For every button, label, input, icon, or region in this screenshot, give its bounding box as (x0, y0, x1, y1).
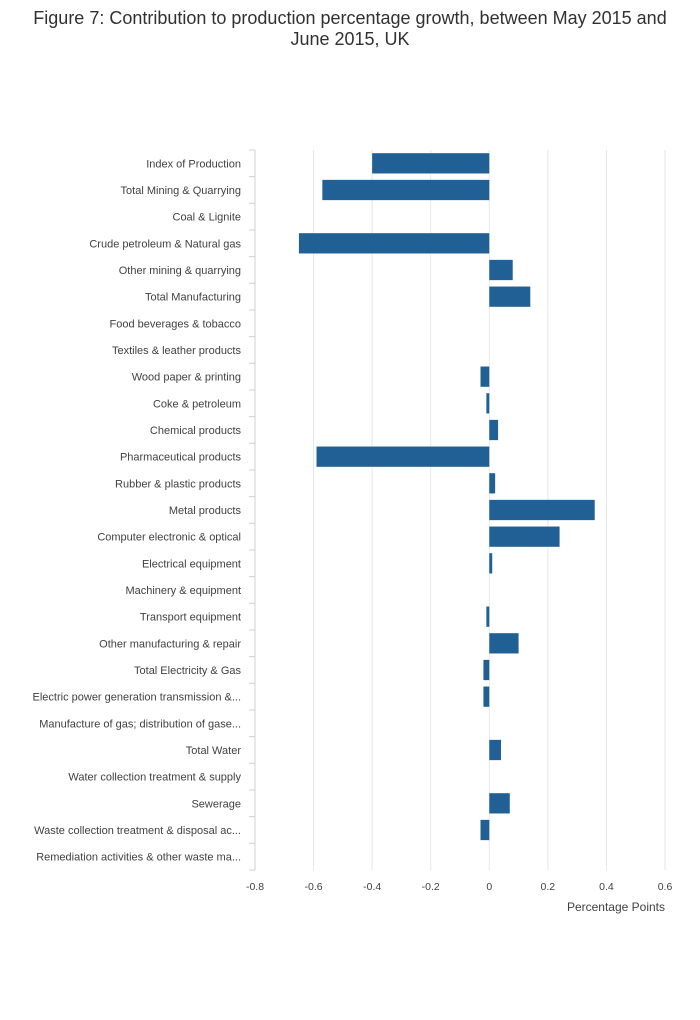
chart-title: Figure 7: Contribution to production per… (33, 8, 667, 49)
bar (489, 419, 499, 441)
category-label: Textiles & leather products (112, 345, 242, 357)
category-label: Other manufacturing & repair (99, 638, 241, 650)
category-label: Transport equipment (140, 612, 241, 624)
bar (322, 179, 490, 201)
bars (298, 153, 595, 841)
bar (480, 819, 490, 841)
x-tick-label: 0.4 (599, 881, 614, 893)
x-tick-label: 0.2 (541, 881, 556, 893)
category-label: Crude petroleum & Natural gas (89, 238, 241, 250)
bar (489, 259, 513, 281)
x-tick-label: 0 (486, 881, 492, 893)
bar (489, 553, 493, 574)
category-label: Total Mining & Quarrying (121, 185, 241, 197)
category-label: Other mining & quarrying (119, 265, 241, 277)
category-label: Total Manufacturing (145, 292, 241, 304)
bar (489, 473, 496, 494)
category-label: Wood paper & printing (132, 372, 241, 384)
category-label: Machinery & equipment (125, 585, 241, 597)
category-label: Total Water (186, 745, 242, 757)
bar (480, 366, 490, 387)
category-label: Rubber & plastic products (115, 478, 241, 490)
bar (483, 686, 490, 707)
bar (489, 526, 560, 547)
x-axis-title: Percentage Points (567, 900, 665, 914)
category-label: Pharmaceutical products (120, 452, 242, 464)
bar (489, 739, 501, 761)
bar (486, 393, 490, 414)
bar (298, 233, 490, 254)
category-label: Manufacture of gas; distribution of gase… (39, 718, 241, 730)
y-axis (249, 149, 256, 871)
category-label: Remediation activities & other waste ma.… (36, 852, 241, 864)
category-label: Index of Production (146, 158, 241, 170)
category-label: Electrical equipment (142, 558, 241, 570)
category-label: Chemical products (150, 425, 242, 437)
x-tick-label: -0.6 (305, 881, 323, 893)
bar (489, 633, 519, 654)
category-label: Food beverages & tobacco (110, 318, 241, 330)
category-labels: Index of Production Total Mining & Quarry… (33, 158, 242, 863)
category-label: Sewerage (191, 798, 241, 810)
bar (483, 659, 490, 681)
category-label: Coal & Lignite (173, 212, 242, 224)
x-tick-labels: -0.8 -0.6 -0.4 -0.2 0 0.2 0.4 0.6 (246, 881, 672, 893)
bar (489, 793, 510, 814)
category-label: Metal products (169, 505, 242, 517)
bar (486, 606, 490, 627)
x-tick-label: -0.4 (363, 881, 381, 893)
category-label: Water collection treatment & supply (68, 772, 241, 784)
category-label: Total Electricity & Gas (134, 665, 241, 677)
x-tick-label: -0.2 (422, 881, 440, 893)
x-tick-label: 0.6 (658, 881, 673, 893)
bar (489, 499, 595, 521)
bar (316, 446, 490, 467)
category-label: Electric power generation transmission &… (33, 692, 241, 704)
gridlines (254, 150, 666, 870)
bar (372, 153, 490, 174)
category-label: Coke & petroleum (153, 398, 241, 410)
category-label: Waste collection treatment & disposal ac… (34, 825, 241, 837)
bar (489, 286, 531, 307)
category-label: Computer electronic & optical (97, 532, 241, 544)
x-tick-label: -0.8 (246, 881, 264, 893)
